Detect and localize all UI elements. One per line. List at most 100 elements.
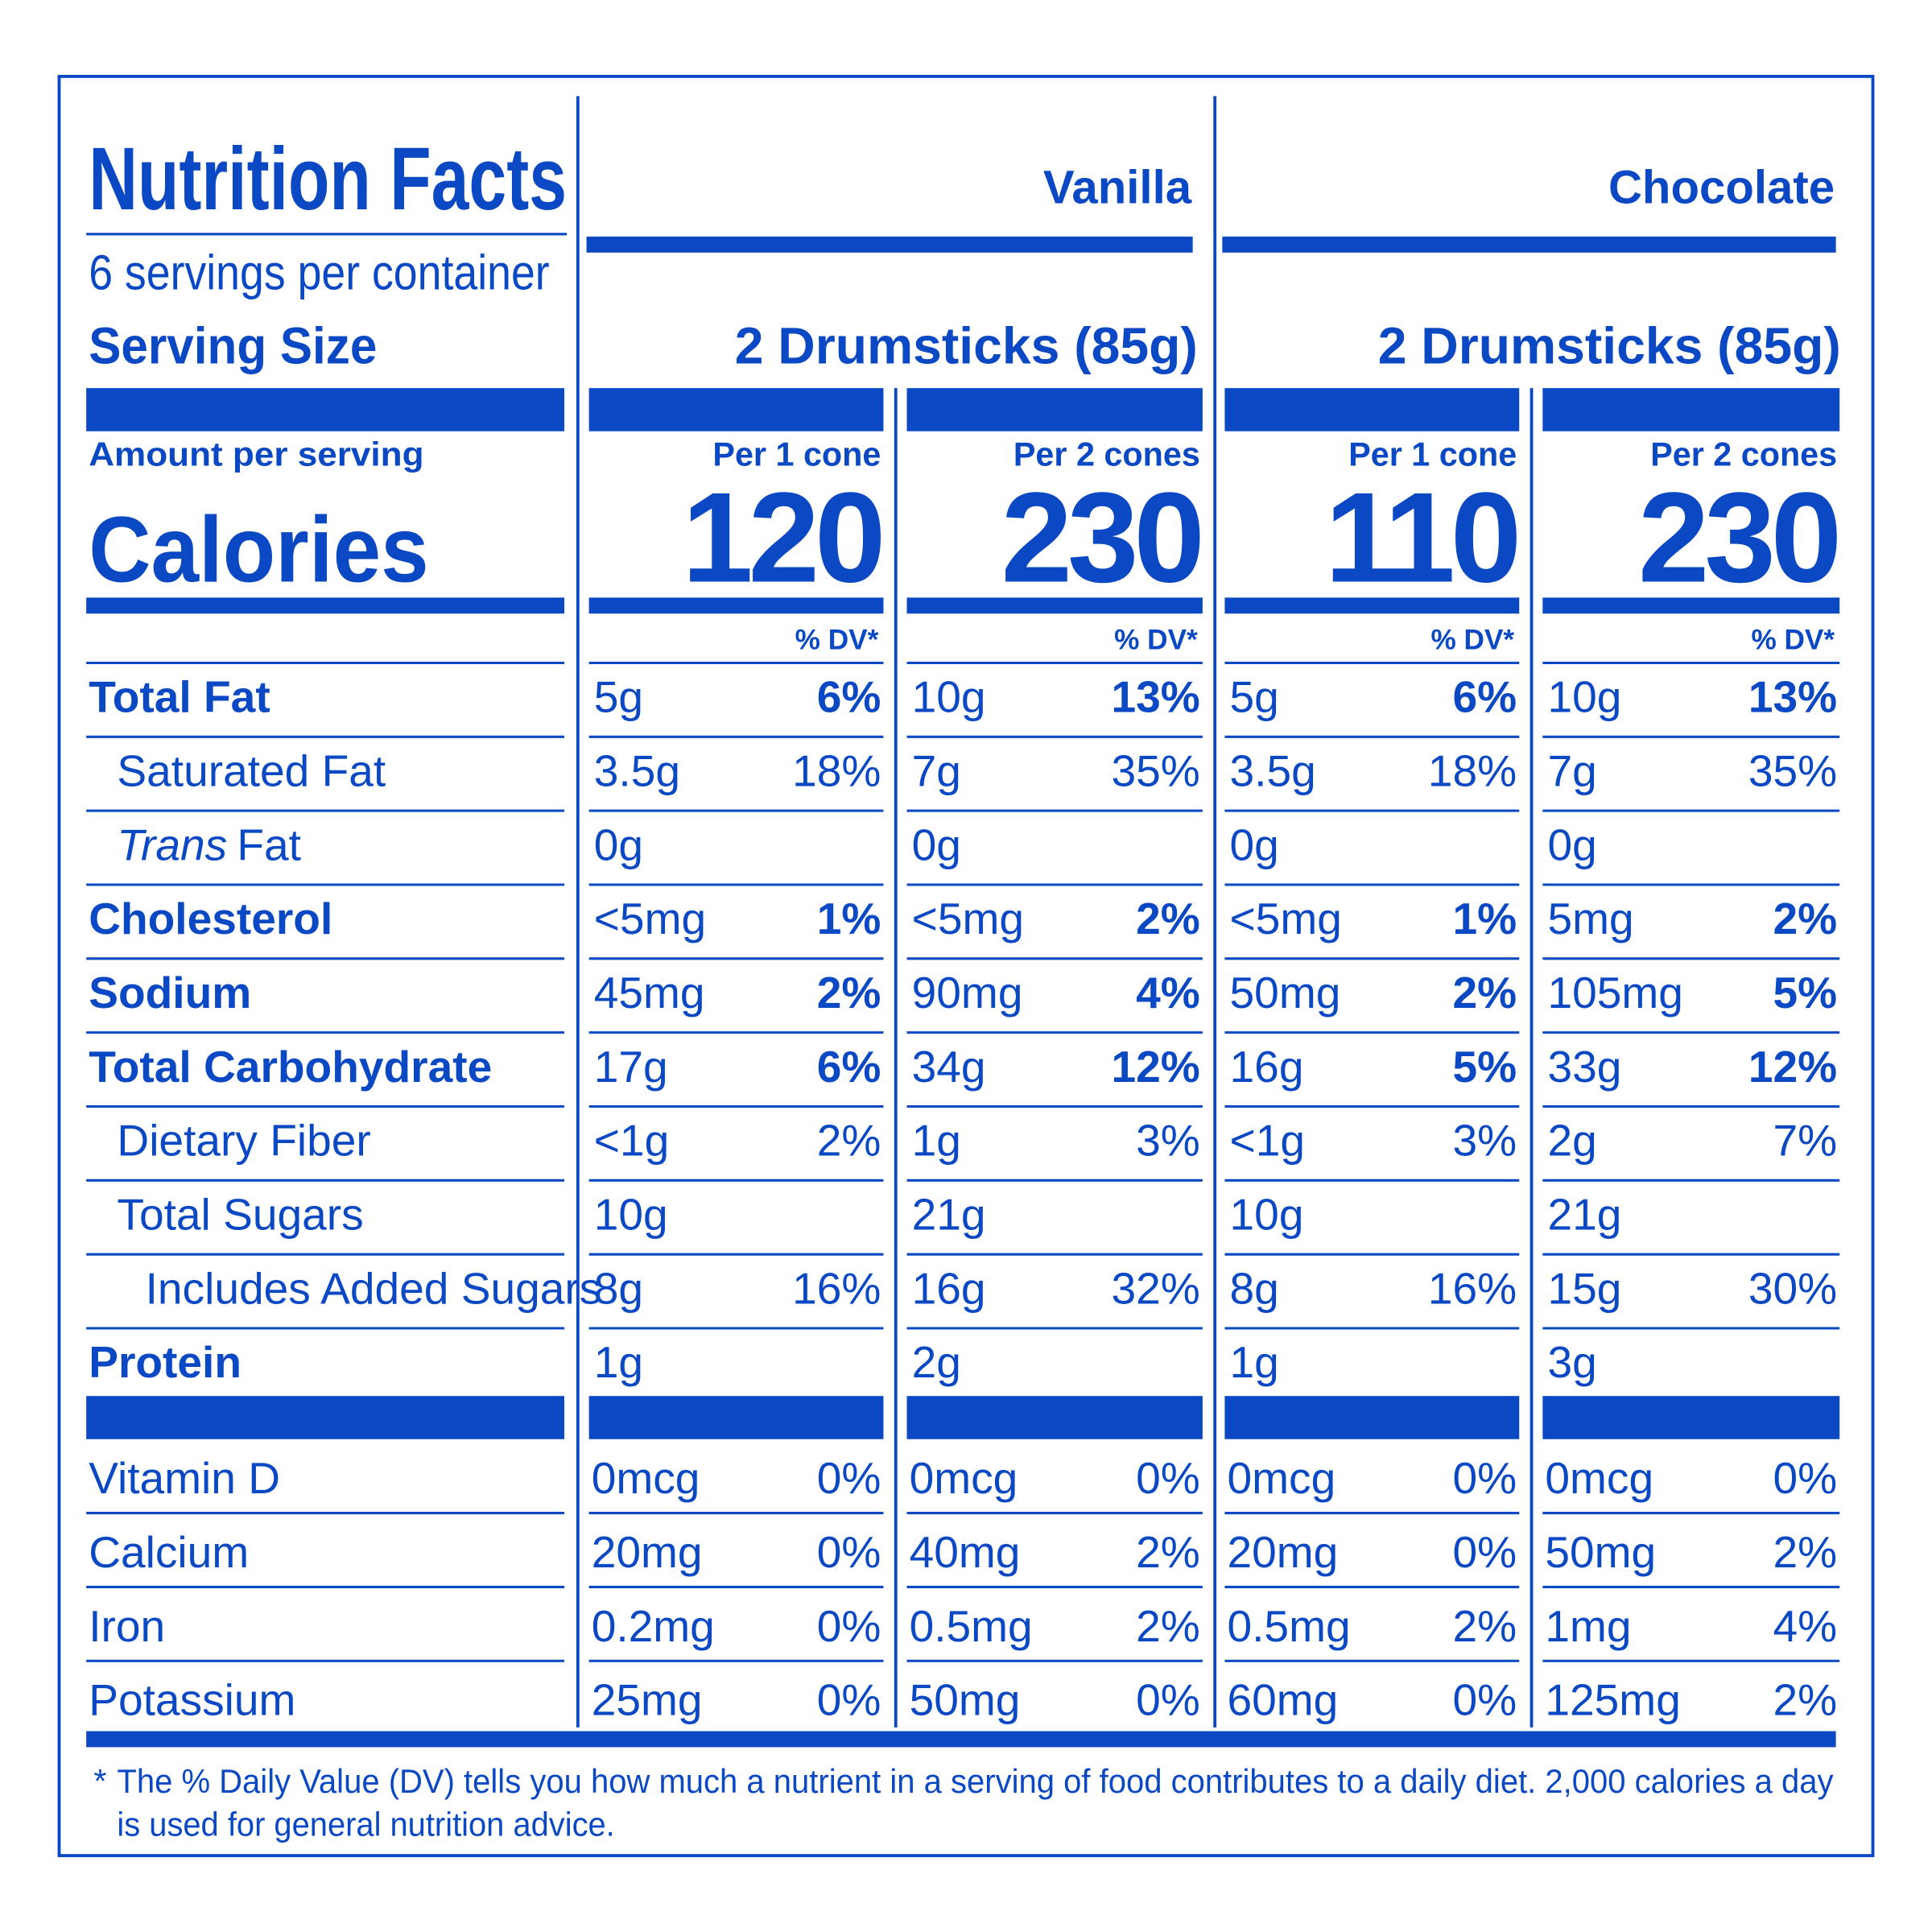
percent-dv: 4% xyxy=(1136,968,1200,1018)
amount: 7g xyxy=(1547,746,1596,796)
amount: 0g xyxy=(912,819,961,869)
thick-bar xyxy=(1542,1396,1840,1439)
nutrient-name: Total Fat xyxy=(89,672,270,722)
nutrient-name: Protein xyxy=(89,1337,242,1387)
percent-dv: 16% xyxy=(792,1263,881,1313)
amount: 25mg xyxy=(592,1675,703,1725)
amount: 0mcg xyxy=(1227,1453,1335,1503)
percent-dv: 2% xyxy=(1136,1601,1200,1651)
thick-bar xyxy=(1224,388,1520,431)
nutrient-name-italic: Trans xyxy=(117,819,227,869)
percent-dv: 6% xyxy=(1453,672,1517,722)
percent-dv: 5% xyxy=(1773,968,1838,1018)
amount: 50mg xyxy=(1545,1527,1656,1577)
product-name: Chocolate xyxy=(1608,162,1835,214)
amount: 16g xyxy=(912,1263,986,1313)
amount: 3.5g xyxy=(594,746,680,796)
percent-dv: 18% xyxy=(1428,746,1517,796)
percent-dv: 0% xyxy=(817,1453,881,1503)
amount: 60mg xyxy=(1227,1675,1338,1725)
amount: 5g xyxy=(594,672,643,722)
nutrient-name: Calcium xyxy=(89,1527,249,1577)
percent-dv: 2% xyxy=(1136,1527,1200,1577)
nutrient-name: Vitamin D xyxy=(89,1453,280,1503)
servings: 6 servings per container xyxy=(89,246,549,300)
dv-label: % DV* xyxy=(1751,625,1835,656)
amount: 3g xyxy=(1547,1337,1596,1387)
amount: 2g xyxy=(1547,1116,1596,1166)
calories: 110 xyxy=(1325,465,1517,609)
percent-dv: 2% xyxy=(1773,894,1838,943)
amount-per-serving: Amount per serving xyxy=(89,436,423,473)
thick-bar xyxy=(86,388,565,431)
product-name: Vanilla xyxy=(1043,162,1192,214)
percent-dv: 12% xyxy=(1748,1042,1837,1092)
percent-dv: 18% xyxy=(792,746,881,796)
percent-dv: 2% xyxy=(1773,1527,1838,1577)
amount: 45mg xyxy=(594,968,705,1018)
amount: <1g xyxy=(594,1116,669,1166)
nutrient-name: Fat xyxy=(237,819,301,869)
percent-dv: 2% xyxy=(1453,1601,1517,1651)
percent-dv: 16% xyxy=(1428,1263,1517,1313)
footnote-marker: * xyxy=(93,1763,106,1800)
amount: 125mg xyxy=(1545,1675,1680,1725)
thick-bar xyxy=(1224,1396,1520,1439)
amount: 15g xyxy=(1547,1263,1621,1313)
amount: 0mcg xyxy=(592,1453,700,1503)
dv-label: % DV* xyxy=(1114,625,1198,656)
amount: 50mg xyxy=(1230,968,1341,1018)
amount: 20mg xyxy=(1227,1527,1338,1577)
nutrient-name: Saturated Fat xyxy=(117,746,386,796)
calories-label: Calories xyxy=(89,497,428,601)
amount: <1g xyxy=(1230,1116,1305,1166)
amount: 16g xyxy=(1230,1042,1304,1092)
percent-dv: 0% xyxy=(1773,1453,1838,1503)
column-label: Per 2 cones xyxy=(1650,436,1837,473)
amount: 10g xyxy=(912,672,986,722)
amount: 8g xyxy=(594,1263,643,1313)
amount: 0.5mg xyxy=(910,1601,1033,1651)
percent-dv: 2% xyxy=(1453,968,1517,1018)
dv-label: % DV* xyxy=(1430,625,1514,656)
amount: 0mcg xyxy=(910,1453,1018,1503)
amount: 20mg xyxy=(592,1527,703,1577)
amount: 0mcg xyxy=(1545,1453,1653,1503)
percent-dv: 13% xyxy=(1748,672,1837,722)
thick-bar xyxy=(86,1731,1836,1748)
amount: 10g xyxy=(594,1190,668,1240)
thick-bar xyxy=(586,236,1193,253)
calories: 230 xyxy=(1001,465,1200,609)
nutrient-name: Trans Fat xyxy=(117,819,301,869)
amount: <5mg xyxy=(912,894,1024,943)
amount: 0g xyxy=(1547,819,1596,869)
amount: 1g xyxy=(594,1337,643,1387)
amount: 1mg xyxy=(1545,1601,1631,1651)
percent-dv: 13% xyxy=(1112,672,1200,722)
calories: 120 xyxy=(682,465,881,609)
percent-dv: 0% xyxy=(817,1601,881,1651)
serving-size-label: Serving Size xyxy=(89,317,377,375)
percent-dv: 7% xyxy=(1773,1116,1838,1166)
percent-dv: 2% xyxy=(1773,1675,1838,1725)
thick-bar xyxy=(1542,597,1840,614)
amount: 8g xyxy=(1230,1263,1279,1313)
border xyxy=(57,74,1875,1858)
amount: 5g xyxy=(1230,672,1279,722)
percent-dv: 3% xyxy=(1453,1116,1517,1166)
amount: 21g xyxy=(912,1190,986,1240)
percent-dv: 0% xyxy=(1453,1453,1517,1503)
percent-dv: 1% xyxy=(1453,894,1517,943)
amount: 7g xyxy=(912,746,961,796)
percent-dv: 12% xyxy=(1112,1042,1200,1092)
column-label: Per 2 cones xyxy=(1013,436,1200,473)
serving-size: 2 Drumsticks (85g) xyxy=(735,317,1198,375)
thick-bar xyxy=(1222,236,1836,253)
amount: 17g xyxy=(594,1042,668,1092)
percent-dv: 4% xyxy=(1773,1601,1838,1651)
footnote: The % Daily Value (DV) tells you how muc… xyxy=(117,1763,1833,1800)
thick-bar xyxy=(906,597,1203,614)
amount: 33g xyxy=(1547,1042,1621,1092)
nutrient-name: Iron xyxy=(89,1601,165,1651)
serving-size: 2 Drumsticks (85g) xyxy=(1378,317,1841,375)
